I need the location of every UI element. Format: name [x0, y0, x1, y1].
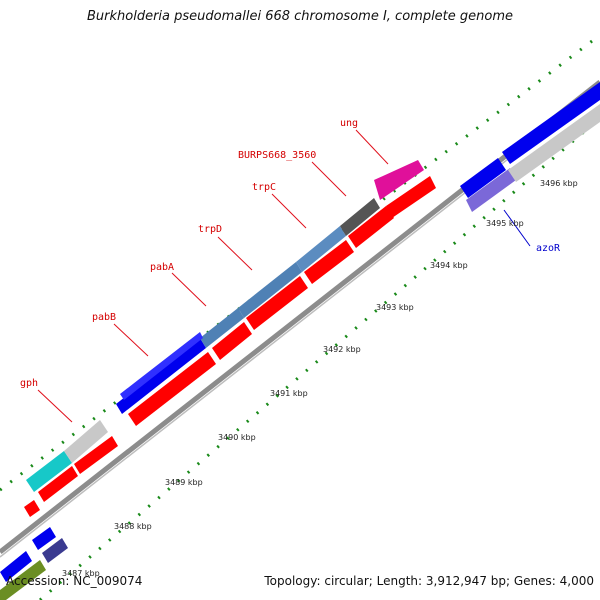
feature-red-arrow-5 — [246, 276, 308, 330]
feature-pabB-blue — [116, 338, 206, 414]
feature-red-arrow-6 — [304, 240, 354, 284]
feature-red-arrow-small — [24, 500, 40, 517]
leader-ung — [355, 129, 389, 165]
leader-trpC — [271, 193, 307, 229]
feature-pabA-blue — [120, 332, 203, 400]
gene-label-azoR: azoR — [536, 243, 561, 254]
leader-azoR — [503, 209, 531, 247]
feature-red-arrow-8 — [386, 176, 436, 218]
leader-trpD — [217, 236, 253, 271]
gene-label-trpD: trpD — [198, 224, 222, 235]
leader-pabA — [171, 272, 207, 307]
gene-labels: gph pabB pabA trpD trpC BURPS668_3560 un… — [20, 118, 561, 389]
tick-labels: 3488 kbp 3489 kbp 3490 kbp 3491 kbp 3492… — [62, 179, 578, 578]
feature-red-arrow-7 — [348, 206, 394, 248]
gene-label-gph: gph — [20, 378, 38, 389]
feature-azoR-blue — [460, 158, 506, 198]
feature-outer-blue-bottom — [0, 551, 32, 582]
feature-burps-gray — [340, 198, 380, 236]
feature-right-blue-large — [502, 82, 600, 164]
leader-burps — [311, 161, 347, 197]
tick-label-3493: 3493 kbp — [376, 303, 414, 312]
feature-outer-purple-small — [42, 538, 68, 563]
feature-right-gray-large — [508, 104, 600, 182]
tick-label-3492: 3492 kbp — [323, 345, 361, 354]
feature-red-arrow-1 — [38, 466, 78, 502]
feature-trpD-steel — [238, 262, 302, 318]
leader-gph — [37, 389, 73, 423]
tick-label-3495: 3495 kbp — [486, 219, 524, 228]
feature-trpC-steel — [296, 226, 346, 272]
tick-label-3487: 3487 kbp — [62, 569, 100, 578]
feature-outer-blue-small — [32, 527, 56, 550]
gene-label-trpC: trpC — [252, 182, 276, 193]
gene-label-ung: ung — [340, 118, 358, 129]
map-title: Burkholderia pseudomallei 668 chromosome… — [86, 9, 514, 24]
leader-pabB — [113, 323, 149, 357]
gene-label-pabA: pabA — [150, 262, 174, 273]
gene-label-burps: BURPS668_3560 — [238, 150, 316, 161]
tick-label-3490: 3490 kbp — [218, 433, 256, 442]
genome-summary: Topology: circular; Length: 3,912,947 bp… — [264, 574, 594, 588]
feature-azoR-violet — [466, 168, 516, 212]
tick-label-3496: 3496 kbp — [540, 179, 578, 188]
feature-red-arrow-4 — [212, 322, 252, 360]
feature-gph-gray — [64, 420, 108, 463]
label-leaders — [37, 129, 531, 423]
feature-gph-cyan — [26, 451, 72, 492]
feature-red-arrow-3 — [128, 352, 216, 426]
tick-label-3489: 3489 kbp — [165, 478, 203, 487]
feature-pabA-steel — [200, 308, 244, 348]
feature-red-arrow-2 — [74, 436, 118, 474]
features — [0, 82, 600, 600]
feature-outer-olive-bottom — [0, 560, 46, 600]
tick-label-3488: 3488 kbp — [114, 522, 152, 531]
tick-label-3494: 3494 kbp — [430, 261, 468, 270]
gene-label-pabB: pabB — [92, 312, 116, 323]
feature-ung-magenta — [374, 160, 424, 200]
tick-label-3491: 3491 kbp — [270, 389, 308, 398]
accession-label: Accession: NC_009074 — [6, 574, 143, 588]
